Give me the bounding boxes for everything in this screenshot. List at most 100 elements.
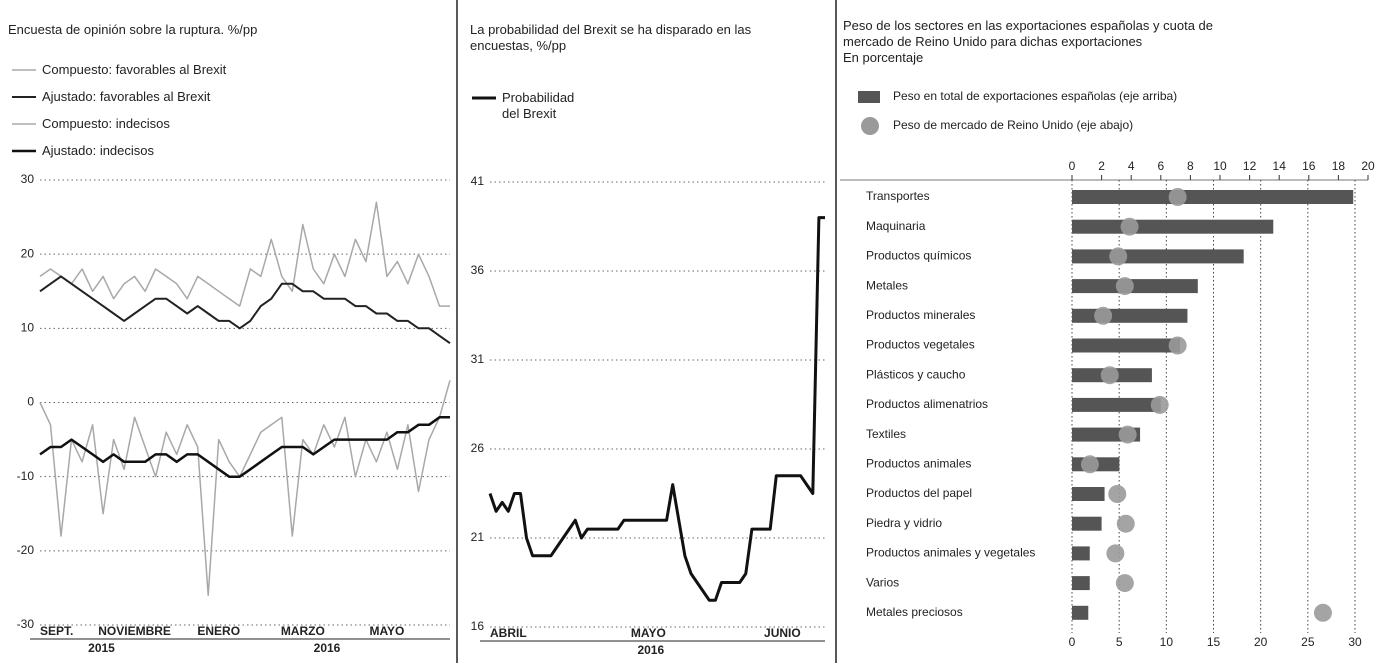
y-tick-label: -10 (17, 469, 35, 483)
category-label: Plásticos y caucho (866, 367, 966, 381)
series-line (488, 216, 825, 602)
category-label: Productos alimenatrios (866, 397, 988, 411)
dot (1168, 188, 1187, 206)
bottom-tick-label: 0 (1069, 635, 1076, 649)
top-tick-label: 10 (1213, 159, 1227, 173)
legend-label: Probabilidad del Brexit (502, 90, 575, 121)
legend-swatch (858, 91, 880, 103)
bottom-tick-label: 20 (1254, 635, 1268, 649)
category-label: Productos animales y vegetales (866, 546, 1035, 560)
x-tick-label: MARZO (281, 624, 325, 638)
dot (1106, 544, 1125, 563)
x-tick-label: JUNIO (764, 626, 801, 640)
category-label: Productos animales (866, 456, 971, 470)
x-tick-label: NOVIEMBRE (98, 624, 171, 638)
legend-label: Peso de mercado de Reino Unido (eje abaj… (893, 118, 1133, 132)
bottom-tick-label: 10 (1160, 635, 1174, 649)
dot (1115, 277, 1134, 296)
bottom-tick-label: 30 (1348, 635, 1362, 649)
top-tick-label: 6 (1157, 159, 1164, 173)
dot (1168, 336, 1187, 355)
category-label: Productos químicos (866, 249, 971, 263)
bar (1072, 546, 1090, 561)
bar (1072, 605, 1089, 620)
top-tick-label: 20 (1361, 159, 1375, 173)
bar (1072, 219, 1274, 234)
bar (1072, 190, 1354, 204)
y-tick-label: 16 (471, 619, 485, 633)
series-line (39, 380, 451, 597)
bar (1072, 576, 1090, 591)
year-label: 2015 (88, 641, 115, 655)
chart-title: La probabilidad del Brexit se ha dispara… (470, 22, 752, 53)
legend-label: Peso en total de exportaciones españolas… (893, 89, 1177, 103)
y-tick-label: -20 (17, 543, 35, 557)
bar (1072, 516, 1102, 531)
y-tick-label: 30 (21, 172, 35, 186)
chart-title: Encuesta de opinión sobre la ruptura. %/… (8, 22, 258, 37)
category-label: Productos minerales (866, 308, 975, 322)
top-tick-label: 2 (1098, 159, 1105, 173)
legend-label: Ajustado: indecisos (42, 143, 155, 158)
category-label: Maquinaria (866, 219, 926, 233)
top-tick-label: 12 (1243, 159, 1257, 173)
dot (1150, 395, 1169, 414)
dot (1094, 306, 1113, 325)
dot (1116, 514, 1135, 533)
series-line (39, 275, 451, 345)
year-label: 2016 (637, 643, 664, 657)
y-tick-label: 31 (471, 352, 485, 366)
category-label: Piedra y vidrio (866, 516, 942, 530)
bar (1072, 397, 1161, 412)
dot (1100, 366, 1119, 385)
dot (1115, 574, 1134, 593)
bottom-tick-label: 5 (1116, 635, 1123, 649)
x-tick-label: MAYO (369, 624, 404, 638)
category-label: Productos vegetales (866, 338, 975, 352)
bar (1072, 338, 1181, 353)
legend-label: Ajustado: favorables al Brexit (42, 89, 211, 104)
year-label: 2016 (314, 641, 341, 655)
top-tick-label: 0 (1069, 159, 1076, 173)
top-tick-label: 16 (1302, 159, 1316, 173)
y-tick-label: 21 (471, 530, 485, 544)
top-tick-label: 18 (1332, 159, 1346, 173)
category-label: Metales preciosos (866, 605, 963, 619)
x-tick-label: ENERO (197, 624, 240, 638)
dot (1120, 217, 1139, 236)
chart-subtitle: En porcentaje (843, 50, 924, 65)
dot (1313, 603, 1332, 622)
series-line (39, 416, 450, 478)
category-label: Productos del papel (866, 486, 972, 500)
top-tick-label: 4 (1128, 159, 1135, 173)
x-tick-label: ABRIL (490, 626, 527, 640)
bottom-tick-label: 25 (1301, 635, 1315, 649)
x-tick-label: SEPT. (40, 624, 73, 638)
bar (1072, 487, 1105, 501)
category-label: Varios (866, 575, 899, 589)
category-label: Transportes (866, 189, 930, 203)
legend-label: Compuesto: favorables al Brexit (42, 62, 227, 77)
series-line (39, 201, 450, 307)
dot (1118, 425, 1137, 444)
bottom-tick-label: 15 (1207, 635, 1221, 649)
y-tick-label: -30 (17, 617, 35, 631)
dot (1108, 485, 1127, 503)
top-tick-label: 8 (1187, 159, 1194, 173)
y-tick-label: 41 (471, 174, 485, 188)
top-tick-label: 14 (1273, 159, 1287, 173)
legend-label: Compuesto: indecisos (42, 116, 170, 131)
category-label: Textiles (866, 427, 906, 441)
y-tick-label: 26 (471, 441, 485, 455)
bar (1072, 308, 1188, 323)
bar (1072, 279, 1198, 294)
y-tick-label: 0 (27, 395, 34, 409)
x-tick-label: MAYO (631, 626, 666, 640)
dot (1080, 455, 1099, 474)
bar (1072, 249, 1244, 264)
dot (1109, 247, 1128, 266)
chart-title: Peso de los sectores en las exportacione… (843, 18, 1214, 49)
y-tick-label: 20 (21, 246, 35, 260)
